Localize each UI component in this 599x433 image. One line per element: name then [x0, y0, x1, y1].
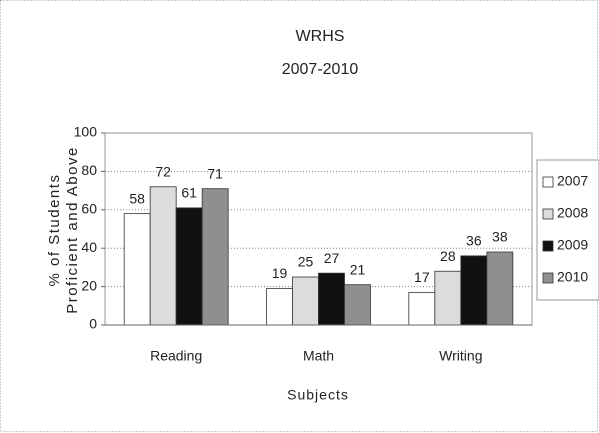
bar: [123, 213, 151, 326]
data-label: 28: [440, 248, 456, 264]
x-tick-label: Reading: [150, 348, 202, 364]
y-axis-label: Proficient and Above: [64, 146, 81, 314]
data-label: 71: [207, 165, 223, 181]
legend-swatch: [542, 240, 554, 252]
x-tick-label: Math: [303, 348, 334, 364]
legend-label: 2008: [557, 205, 588, 221]
bar: [318, 272, 345, 326]
bar: [408, 291, 436, 326]
bar: [344, 284, 371, 326]
data-label: 25: [298, 254, 314, 270]
data-label: 72: [155, 163, 171, 179]
bar: [201, 188, 229, 326]
data-label: 17: [414, 269, 430, 285]
legend-swatch: [542, 272, 554, 284]
y-tick-label: 40: [81, 239, 97, 255]
y-tick-label: 60: [81, 201, 97, 217]
bar: [175, 207, 203, 326]
x-tick-label: Writing: [439, 348, 482, 364]
bar: [266, 288, 293, 326]
legend-label: 2007: [557, 173, 588, 189]
legend-swatch: [542, 176, 554, 188]
data-label: 19: [272, 265, 288, 281]
data-label: 36: [466, 233, 482, 249]
bar: [149, 186, 177, 326]
data-label: 58: [129, 190, 145, 206]
y-tick-label: 0: [89, 316, 97, 332]
y-axis-label: % of Students: [46, 174, 63, 287]
data-label: 27: [324, 250, 340, 266]
bar: [460, 255, 488, 326]
legend-swatch: [542, 208, 554, 220]
legend-label: 2009: [557, 237, 588, 253]
x-axis-label: Subjects: [287, 387, 349, 403]
data-label: 38: [492, 229, 508, 245]
bar: [292, 276, 319, 326]
chart-title: WRHS: [296, 28, 345, 45]
y-tick-label: 100: [74, 124, 98, 140]
data-label: 61: [181, 185, 197, 201]
y-tick-label: 80: [81, 162, 97, 178]
bar: [486, 251, 514, 326]
bar: [434, 270, 462, 326]
chart-subtitle: 2007-2010: [282, 61, 359, 78]
legend-label: 2010: [557, 269, 588, 285]
y-tick-label: 20: [81, 277, 97, 293]
data-label: 21: [350, 261, 366, 277]
